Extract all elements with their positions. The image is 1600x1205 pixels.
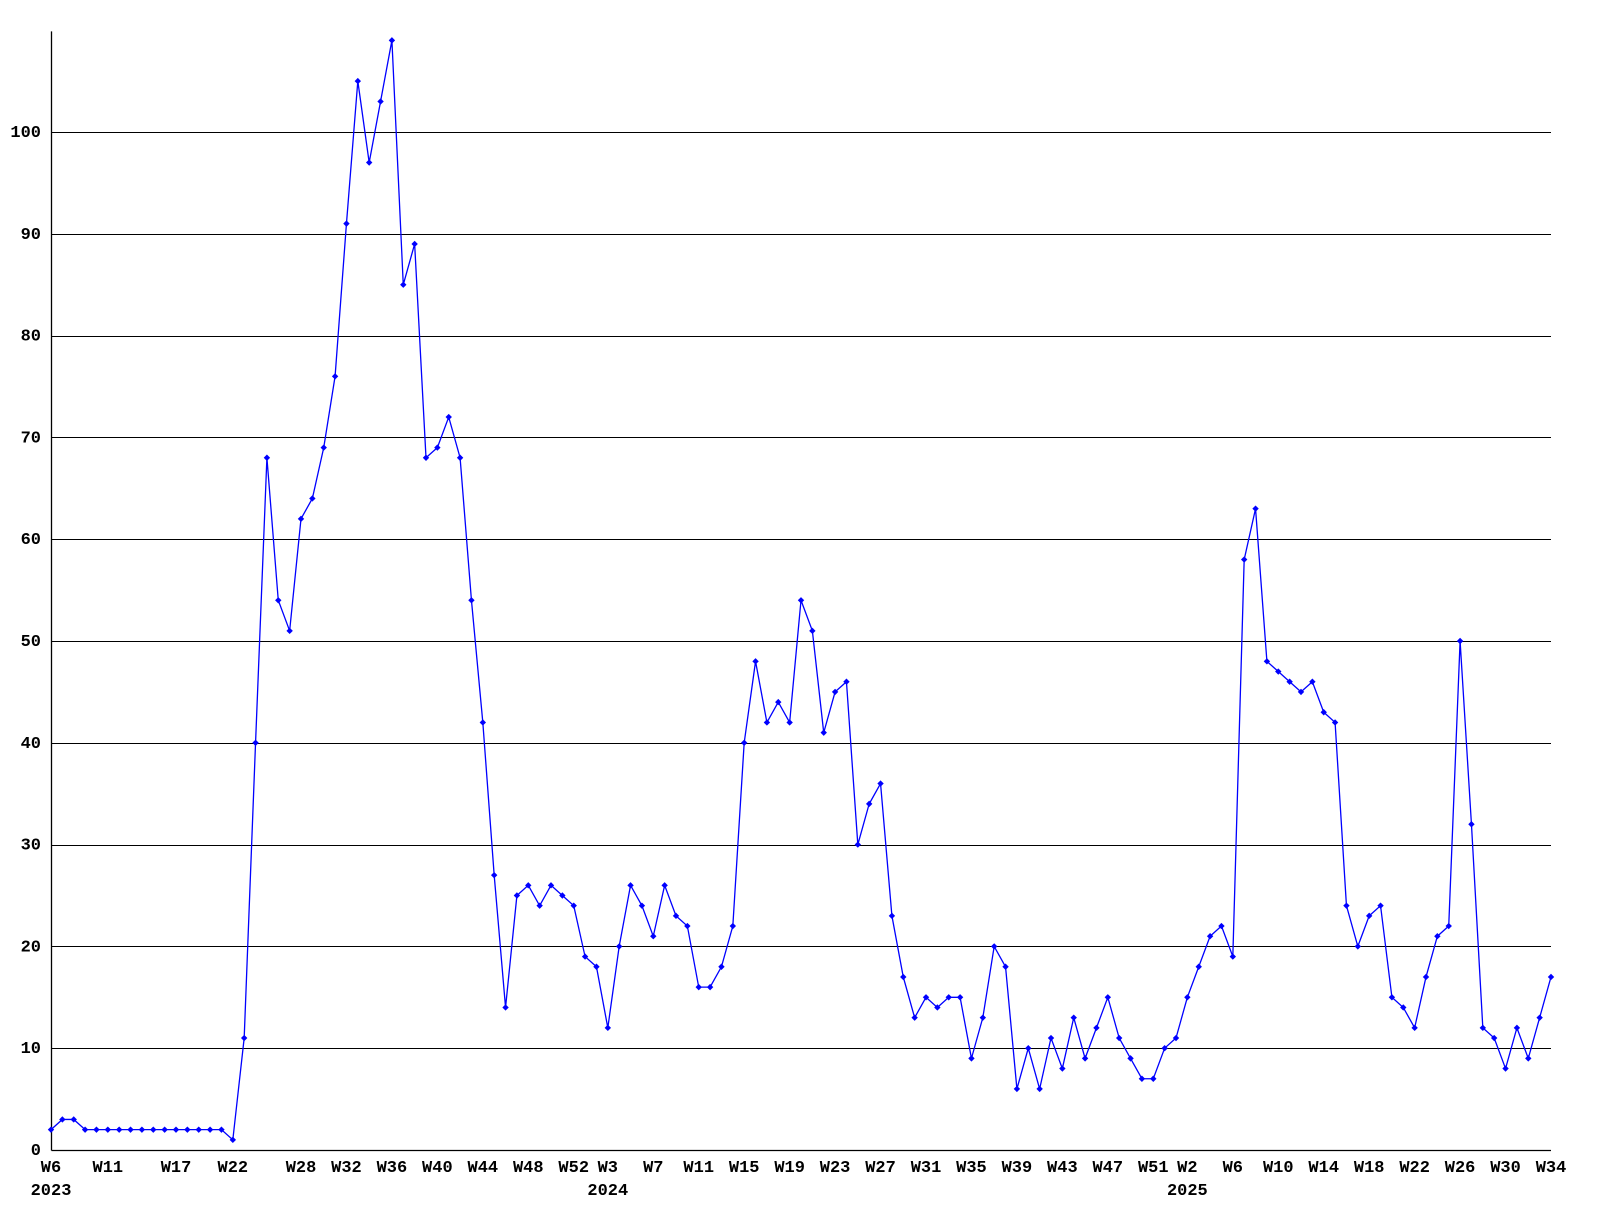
- svg-text:W6: W6: [1223, 1159, 1243, 1178]
- svg-text:W44: W44: [468, 1159, 499, 1178]
- svg-text:W32: W32: [331, 1159, 362, 1178]
- svg-text:50: 50: [21, 633, 41, 652]
- svg-text:W43: W43: [1047, 1159, 1078, 1178]
- svg-text:10: 10: [21, 1040, 41, 1059]
- svg-text:W23: W23: [820, 1159, 851, 1178]
- svg-text:30: 30: [21, 837, 41, 856]
- svg-text:W27: W27: [865, 1159, 896, 1178]
- svg-text:2024: 2024: [587, 1182, 628, 1200]
- svg-text:2025: 2025: [1167, 1182, 1208, 1200]
- svg-text:W28: W28: [286, 1159, 317, 1178]
- svg-text:100: 100: [10, 124, 41, 143]
- svg-text:0: 0: [31, 1142, 41, 1161]
- svg-text:W19: W19: [774, 1159, 805, 1178]
- svg-text:W52: W52: [558, 1159, 589, 1178]
- svg-text:W2: W2: [1177, 1159, 1197, 1178]
- svg-text:W14: W14: [1308, 1159, 1339, 1178]
- svg-text:W6: W6: [41, 1159, 61, 1178]
- svg-text:W26: W26: [1445, 1159, 1476, 1178]
- svg-text:W22: W22: [1399, 1159, 1430, 1178]
- svg-text:40: 40: [21, 735, 41, 754]
- svg-text:20: 20: [21, 938, 41, 957]
- svg-text:W51: W51: [1138, 1159, 1169, 1178]
- svg-text:W15: W15: [729, 1159, 760, 1178]
- svg-text:W40: W40: [422, 1159, 453, 1178]
- svg-text:W48: W48: [513, 1159, 544, 1178]
- svg-text:W7: W7: [643, 1159, 663, 1178]
- svg-text:W34: W34: [1536, 1159, 1567, 1178]
- svg-text:W39: W39: [1002, 1159, 1033, 1178]
- svg-text:W31: W31: [911, 1159, 942, 1178]
- svg-text:70: 70: [21, 429, 41, 448]
- svg-text:W3: W3: [598, 1159, 618, 1178]
- svg-text:80: 80: [21, 328, 41, 347]
- svg-text:2023: 2023: [31, 1182, 72, 1200]
- svg-text:W11: W11: [683, 1159, 714, 1178]
- svg-text:W10: W10: [1263, 1159, 1294, 1178]
- svg-text:W35: W35: [956, 1159, 987, 1178]
- svg-text:W47: W47: [1093, 1159, 1124, 1178]
- svg-text:W30: W30: [1490, 1159, 1521, 1178]
- svg-text:W36: W36: [377, 1159, 408, 1178]
- svg-text:W11: W11: [93, 1159, 124, 1178]
- svg-text:60: 60: [21, 531, 41, 550]
- svg-text:W22: W22: [218, 1159, 249, 1178]
- svg-text:90: 90: [21, 226, 41, 245]
- svg-text:W17: W17: [161, 1159, 192, 1178]
- svg-text:W18: W18: [1354, 1159, 1385, 1178]
